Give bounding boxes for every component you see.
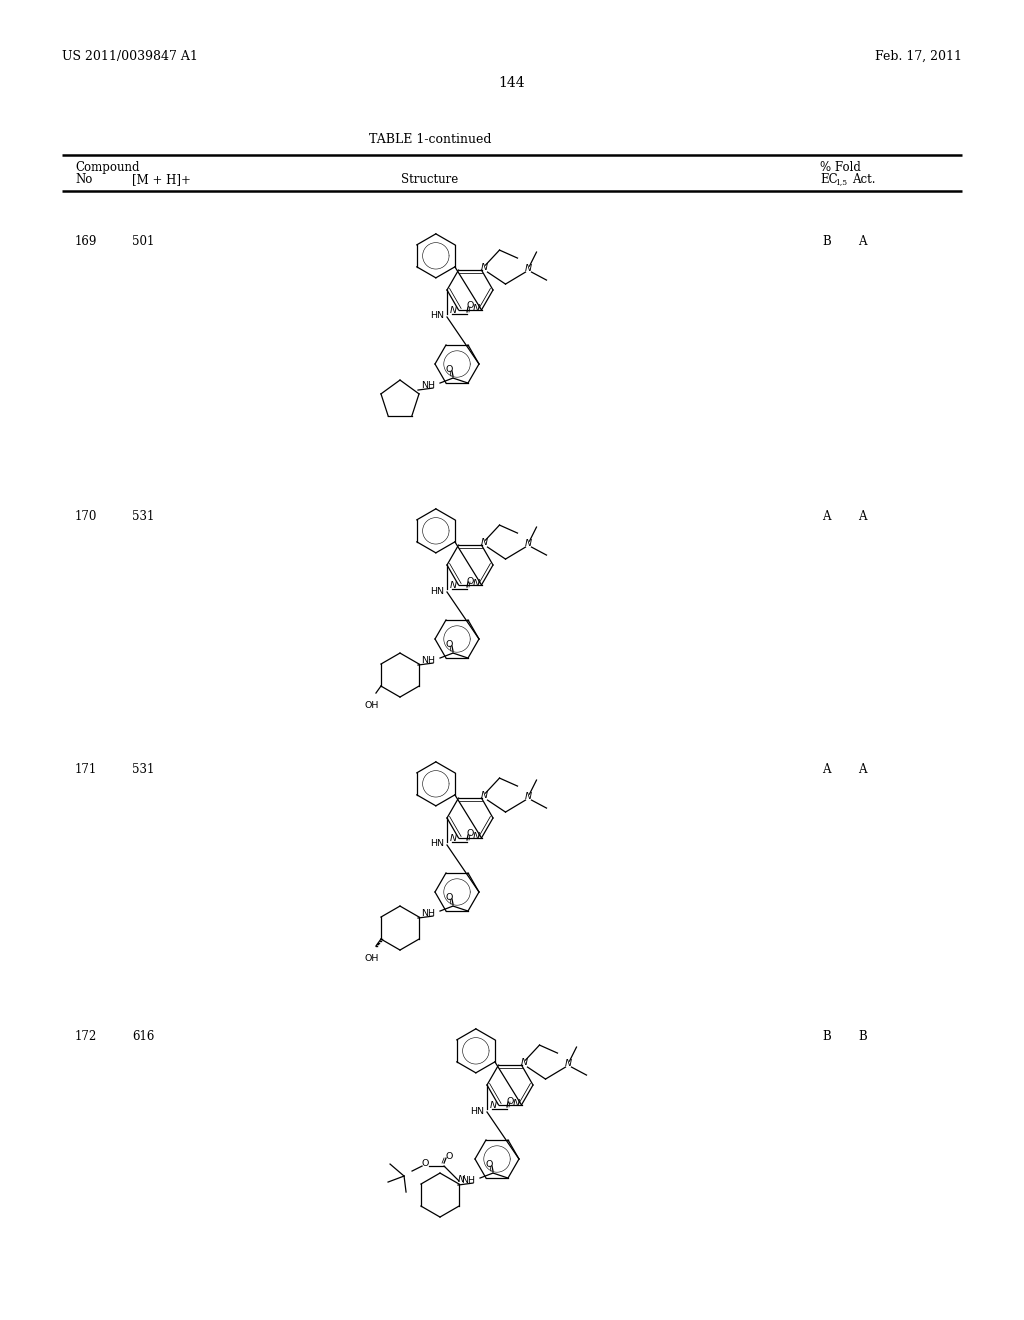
Text: A: A	[858, 510, 866, 523]
Text: OH: OH	[365, 701, 379, 710]
Text: Compound: Compound	[75, 161, 139, 174]
Text: EC: EC	[820, 173, 838, 186]
Text: N: N	[565, 1059, 572, 1068]
Text: A: A	[858, 763, 866, 776]
Text: B: B	[858, 1030, 866, 1043]
Text: N: N	[450, 581, 457, 590]
Text: 169: 169	[75, 235, 97, 248]
Text: Structure: Structure	[401, 173, 459, 186]
Text: 501: 501	[132, 235, 155, 248]
Text: O: O	[466, 577, 474, 586]
Text: TABLE 1-continued: TABLE 1-continued	[369, 133, 492, 147]
Text: 616: 616	[132, 1030, 155, 1043]
Text: O: O	[445, 1151, 453, 1160]
Text: No: No	[75, 173, 92, 186]
Text: O: O	[445, 364, 453, 374]
Text: N: N	[481, 263, 488, 272]
Text: O: O	[466, 829, 474, 838]
Text: O: O	[445, 640, 453, 648]
Text: N: N	[473, 579, 480, 589]
Text: 170: 170	[75, 510, 97, 523]
Text: N: N	[525, 792, 532, 801]
Text: B: B	[822, 235, 830, 248]
Text: N: N	[513, 1100, 520, 1109]
Text: O: O	[421, 1159, 429, 1168]
Text: NH: NH	[421, 656, 435, 664]
Text: [M + H]+: [M + H]+	[132, 173, 190, 186]
Text: NH: NH	[421, 380, 435, 389]
Text: N: N	[525, 539, 532, 548]
Text: US 2011/0039847 A1: US 2011/0039847 A1	[62, 50, 198, 63]
Text: A: A	[858, 235, 866, 248]
Text: HN: HN	[430, 586, 444, 595]
Text: O: O	[506, 1097, 514, 1106]
Text: B: B	[822, 1030, 830, 1043]
Text: HN: HN	[470, 1106, 484, 1115]
Text: N: N	[458, 1175, 465, 1184]
Text: N: N	[525, 264, 532, 273]
Text: N: N	[450, 306, 457, 315]
Text: N: N	[481, 791, 488, 800]
Text: 171: 171	[75, 763, 97, 776]
Text: O: O	[466, 301, 474, 310]
Text: HN: HN	[430, 840, 444, 849]
Text: N: N	[473, 833, 480, 841]
Text: 172: 172	[75, 1030, 97, 1043]
Text: A: A	[822, 763, 830, 776]
Text: NH: NH	[461, 1176, 475, 1184]
Text: Act.: Act.	[852, 173, 876, 186]
Text: O: O	[445, 892, 453, 902]
Text: N: N	[481, 537, 488, 546]
Text: % Fold: % Fold	[820, 161, 861, 174]
Text: Feb. 17, 2011: Feb. 17, 2011	[874, 50, 962, 63]
Text: O: O	[485, 1159, 493, 1168]
Text: HN: HN	[430, 312, 444, 321]
Text: N: N	[450, 834, 457, 843]
Text: N: N	[473, 305, 480, 313]
Text: N: N	[521, 1057, 528, 1067]
Text: N: N	[489, 1101, 497, 1110]
Text: 144: 144	[499, 77, 525, 90]
Text: 531: 531	[132, 763, 155, 776]
Text: NH: NH	[421, 908, 435, 917]
Text: 1,5: 1,5	[835, 178, 847, 186]
Text: 531: 531	[132, 510, 155, 523]
Text: A: A	[822, 510, 830, 523]
Text: OH: OH	[365, 954, 379, 964]
